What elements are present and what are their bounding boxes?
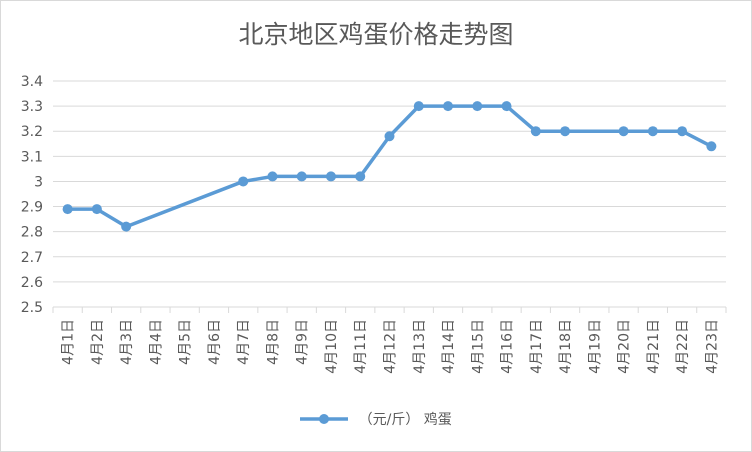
data-point [560, 126, 571, 137]
x-tick-label: 4月21日 [646, 319, 662, 374]
x-tick-label: 4月12日 [383, 319, 399, 374]
x-tick-label: 4月13日 [412, 319, 428, 374]
data-point [91, 204, 102, 215]
data-point [121, 221, 132, 232]
x-tick-label: 4月4日 [148, 319, 164, 365]
x-tick-label: 4月7日 [236, 319, 252, 365]
x-tick-label: 4月15日 [470, 319, 486, 374]
x-tick-label: 4月23日 [704, 319, 720, 374]
x-tick-label: 4月17日 [529, 319, 545, 374]
x-tick-label: 4月5日 [178, 319, 194, 365]
y-tick-label: 2.7 [21, 250, 43, 266]
data-point [238, 176, 249, 187]
data-point [530, 126, 541, 137]
data-point [472, 101, 483, 112]
x-tick-label: 4月9日 [295, 319, 311, 365]
data-point [296, 171, 307, 182]
data-point [618, 126, 629, 137]
data-point [384, 131, 395, 142]
data-point [267, 171, 278, 182]
x-tick-label: 4月3日 [119, 319, 135, 365]
data-point [647, 126, 658, 137]
legend: （元/斤） 鸡蛋 [1, 409, 751, 429]
x-tick-label: 4月16日 [500, 319, 516, 374]
x-tick-label: 4月14日 [441, 319, 457, 374]
legend-swatch [300, 414, 349, 424]
x-tick-label: 4月1日 [61, 319, 77, 365]
x-tick-label: 4月19日 [587, 319, 603, 374]
x-tick-label: 4月22日 [675, 319, 691, 374]
data-point [355, 171, 366, 182]
y-tick-label: 3 [34, 174, 43, 190]
x-tick-label: 4月20日 [617, 319, 633, 374]
data-point [325, 171, 336, 182]
data-point [677, 126, 688, 137]
data-point [706, 141, 717, 152]
y-tick-label: 2.8 [21, 225, 43, 241]
x-tick-label: 4月10日 [324, 319, 340, 374]
y-tick-label: 2.5 [21, 300, 43, 316]
legend-label: （元/斤） 鸡蛋 [358, 412, 452, 428]
x-tick-label: 4月11日 [353, 319, 369, 374]
y-tick-label: 3.4 [21, 74, 43, 90]
series-line [67, 104, 713, 229]
data-point [413, 101, 424, 112]
data-point [443, 101, 454, 112]
y-tick-label: 2.6 [21, 275, 43, 291]
y-tick-label: 3.2 [21, 124, 43, 140]
data-point [62, 204, 73, 215]
y-tick-label: 2.9 [21, 200, 43, 216]
chart-title: 北京地区鸡蛋价格走势图 [238, 20, 514, 49]
y-tick-label: 3.3 [21, 99, 43, 115]
data-point [501, 101, 512, 112]
x-tick-label: 4月8日 [265, 319, 281, 365]
x-tick-label: 4月18日 [558, 319, 574, 374]
x-tick-label: 4月2日 [90, 319, 106, 365]
y-tick-label: 3.1 [21, 149, 43, 165]
x-tick-label: 4月6日 [207, 319, 223, 365]
